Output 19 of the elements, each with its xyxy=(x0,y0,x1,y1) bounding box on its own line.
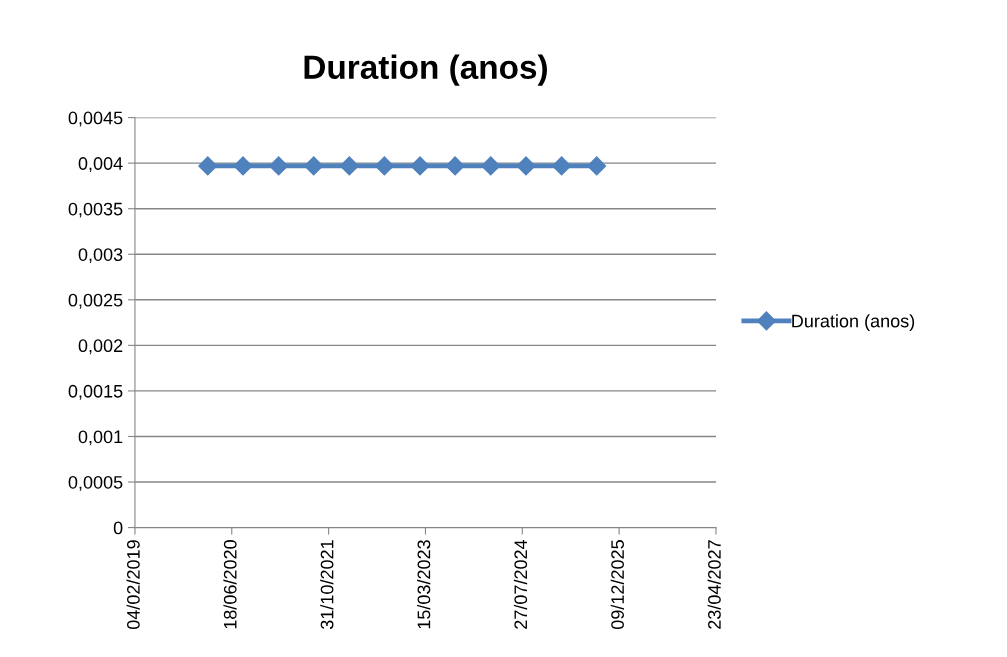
chart-title: Duration (anos) xyxy=(304,54,547,86)
x-tick-label: 09/12/2025 xyxy=(610,540,624,630)
y-tick-label: 0,0015 xyxy=(68,384,123,400)
y-tick-label: 0 xyxy=(113,521,123,535)
y-tick-label: 0,004 xyxy=(78,157,123,173)
x-tick-label: 31/10/2021 xyxy=(320,540,334,630)
y-tick-label: 0,001 xyxy=(78,430,123,446)
x-tick-label: 23/04/2027 xyxy=(707,540,721,629)
y-tick-label: 0,003 xyxy=(78,248,123,264)
x-tick-label: 18/06/2020 xyxy=(223,540,237,629)
y-tick-label: 0,0035 xyxy=(68,202,123,218)
y-tick-label: 0,0045 xyxy=(68,111,123,127)
y-tick-label: 0,0005 xyxy=(68,475,123,491)
y-tick-label: 0,002 xyxy=(78,339,123,355)
legend-label: Duration (anos) xyxy=(792,314,915,331)
x-tick-label: 27/07/2024 xyxy=(513,539,528,629)
x-tick-label: 15/03/2023 xyxy=(417,540,431,629)
x-tick-label: 04/02/2019 xyxy=(126,540,140,630)
y-tick-label: 0,0025 xyxy=(68,293,123,309)
